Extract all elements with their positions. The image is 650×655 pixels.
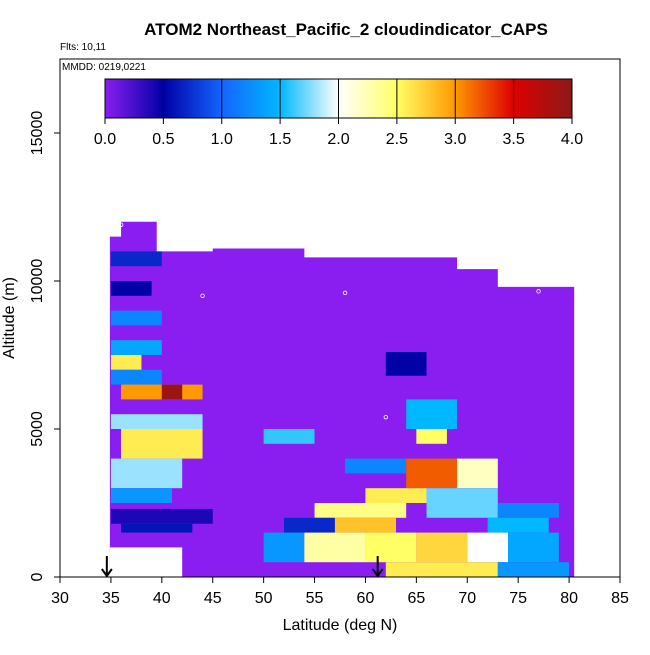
x-tick-label-5: 55 [306,590,324,607]
heat-cell-0 [110,251,162,267]
colorbar-tick-label-4: 2.0 [327,131,349,148]
heat-cell-15 [385,352,427,376]
x-tick-label-4: 50 [255,590,273,607]
x-tick-label-1: 35 [102,590,120,607]
x-tick-label-0: 30 [51,590,69,607]
heat-cell-3 [110,340,162,355]
x-tick-label-9: 75 [509,590,527,607]
arrow-marker-0 [101,556,113,578]
heat-cell-13 [121,523,193,533]
heat-cell-22 [314,503,407,518]
point-markers [118,222,541,420]
heat-cell-24 [497,503,559,518]
heat-cell-9 [121,429,203,459]
heat-cell-11 [110,488,172,503]
colorbar-tick-label-2: 1.0 [211,131,233,148]
colorbar-tick-label-6: 3.0 [444,131,466,148]
x-tick-label-2: 40 [153,590,171,607]
heat-cell-32 [467,532,508,563]
heatmap-layer [109,221,575,577]
heat-cell-33 [508,532,559,563]
point-marker-1 [200,293,205,298]
colorbar: 0.0 0.5 1.0 1.5 2.0 2.5 3.0 3.5 4.0 [94,78,583,148]
heat-cell-28 [263,532,305,563]
heat-cell-27 [487,517,549,533]
y-axis-label: Altitude (m) [1,277,18,359]
x-axis: 30 35 40 45 50 55 60 65 70 75 80 85 [51,577,629,607]
y-tick-label-1: 5000 [29,411,46,447]
heat-cell-8 [110,414,203,429]
colorbar-tick-label-8: 4.0 [561,131,583,148]
point-marker-2 [342,290,348,296]
heat-cell-16 [406,399,458,429]
point-marker-3 [536,289,541,294]
flight-markers [101,556,384,578]
no-data-region [109,547,183,577]
x-tick-label-11: 85 [611,590,629,607]
arrow-marker-1 [371,556,384,578]
heat-cell-31 [416,532,468,563]
heat-cell-20 [457,458,498,489]
point-marker-4 [383,414,389,420]
colorbar-tick-label-3: 1.5 [269,131,291,148]
colorbar-tick-label-5: 2.5 [386,131,408,148]
colorbar-tick-label-0: 0.0 [94,131,116,148]
y-axis: 0 5000 10000 15000 [29,111,60,581]
x-tick-label-8: 70 [458,590,476,607]
heat-cell-12 [110,508,213,524]
flights-annotation: Flts: 10,11 [60,42,106,53]
heat-cell-34 [385,562,498,577]
heat-cell-14 [263,429,315,444]
heat-cell-2 [110,310,162,326]
heat-cell-1 [110,281,152,296]
heat-cell-21 [365,488,427,503]
heat-cell-26 [334,517,396,533]
colorbar-tick-label-1: 0.5 [152,131,174,148]
chart-title: ATOM2 Northeast_Pacific_2 cloudindicator… [144,20,548,39]
y-tick-label-3: 15000 [29,111,46,156]
heat-cell-7 [161,384,183,400]
heat-cell-23 [426,488,498,518]
heat-cell-10 [110,458,183,489]
heat-cell-4 [110,355,142,370]
x-tick-label-3: 45 [204,590,222,607]
heat-cell-29 [304,532,366,563]
colorbar-tick-label-7: 3.5 [503,131,525,148]
x-tick-label-10: 80 [560,590,578,607]
heat-cell-18 [345,458,407,474]
heat-cell-30 [365,532,417,563]
plot-frame [59,58,621,578]
y-tick-label-2: 10000 [29,259,46,304]
heat-cell-17 [416,429,447,444]
colorbar-ticks: 0.0 0.5 1.0 1.5 2.0 2.5 3.0 3.5 4.0 [94,79,583,148]
x-tick-label-6: 60 [357,590,375,607]
point-marker-0 [118,222,124,227]
date-annotation: MMDD: 0219,0221 [62,62,146,73]
heat-cell-19 [406,458,458,489]
heat-cell-25 [284,517,335,533]
y-tick-label-0: 0 [29,572,46,581]
x-axis-label: Latitude (deg N) [283,617,398,634]
heat-cell-5 [110,369,162,385]
heat-cell-35 [497,562,570,577]
x-tick-label-7: 65 [407,590,425,607]
